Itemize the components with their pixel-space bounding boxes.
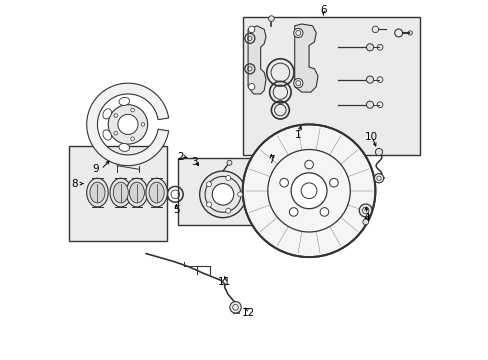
Circle shape (279, 178, 288, 187)
Text: 1: 1 (294, 130, 301, 140)
Circle shape (114, 131, 117, 135)
Bar (233, 310, 238, 314)
Text: 8: 8 (71, 179, 78, 189)
Polygon shape (247, 26, 265, 94)
Bar (242, 17, 419, 155)
Text: 4: 4 (363, 213, 369, 222)
Polygon shape (294, 24, 317, 92)
Circle shape (212, 184, 233, 205)
Circle shape (237, 192, 242, 197)
Circle shape (366, 44, 373, 51)
Circle shape (373, 174, 383, 183)
Text: 9: 9 (92, 164, 99, 174)
Text: 7: 7 (267, 155, 274, 165)
Circle shape (206, 202, 211, 207)
Circle shape (108, 105, 147, 144)
Circle shape (131, 108, 134, 112)
Circle shape (248, 84, 254, 90)
Circle shape (248, 26, 254, 33)
Circle shape (375, 148, 382, 156)
Circle shape (293, 28, 303, 38)
Polygon shape (86, 83, 168, 166)
Ellipse shape (86, 178, 108, 207)
Circle shape (206, 182, 211, 187)
Circle shape (290, 173, 326, 209)
Text: 6: 6 (320, 5, 326, 15)
Circle shape (226, 160, 231, 165)
Ellipse shape (129, 182, 144, 203)
Circle shape (225, 208, 230, 213)
Bar (178, 158, 260, 225)
Ellipse shape (119, 98, 129, 105)
Ellipse shape (102, 130, 111, 140)
Circle shape (229, 302, 241, 313)
Circle shape (118, 114, 138, 134)
Circle shape (304, 160, 313, 169)
Ellipse shape (145, 178, 167, 207)
Bar (69, 146, 167, 241)
Circle shape (114, 114, 117, 117)
Circle shape (242, 125, 375, 257)
Circle shape (141, 123, 144, 126)
Ellipse shape (126, 178, 147, 207)
Text: 3: 3 (191, 157, 197, 167)
Circle shape (329, 178, 338, 187)
Circle shape (366, 101, 373, 108)
Ellipse shape (149, 182, 164, 203)
Ellipse shape (102, 109, 111, 119)
Text: 10: 10 (365, 132, 378, 142)
Circle shape (366, 76, 373, 83)
Circle shape (268, 16, 274, 22)
Circle shape (225, 175, 230, 180)
Text: 11: 11 (218, 277, 231, 287)
Text: 12: 12 (241, 308, 254, 318)
Circle shape (371, 26, 378, 33)
Text: 5: 5 (173, 206, 179, 216)
Text: 2: 2 (177, 152, 183, 162)
Circle shape (199, 171, 246, 218)
Ellipse shape (90, 182, 105, 203)
Ellipse shape (110, 178, 131, 207)
Ellipse shape (113, 182, 128, 203)
Circle shape (131, 137, 134, 140)
Circle shape (293, 78, 303, 88)
Circle shape (362, 219, 368, 225)
Ellipse shape (119, 143, 129, 152)
Circle shape (320, 208, 328, 216)
Circle shape (359, 204, 371, 217)
Circle shape (289, 208, 297, 216)
